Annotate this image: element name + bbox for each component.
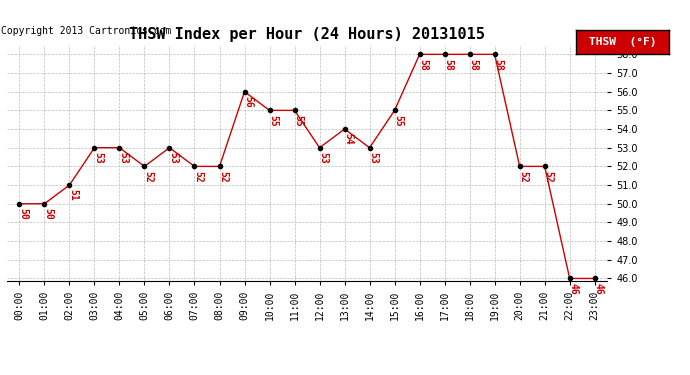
- Text: 46: 46: [594, 283, 604, 294]
- Text: Copyright 2013 Cartronics.com: Copyright 2013 Cartronics.com: [1, 26, 171, 36]
- Text: 53: 53: [368, 152, 379, 164]
- Text: 52: 52: [544, 171, 554, 182]
- Text: 52: 52: [219, 171, 228, 182]
- Text: 51: 51: [68, 189, 79, 201]
- Text: THSW  (°F): THSW (°F): [589, 37, 656, 47]
- Text: 55: 55: [268, 114, 279, 126]
- Text: 53: 53: [319, 152, 328, 164]
- Text: 58: 58: [469, 58, 479, 70]
- Text: 50: 50: [43, 208, 54, 220]
- Text: 56: 56: [244, 96, 254, 108]
- Text: 46: 46: [569, 283, 579, 294]
- Text: 52: 52: [194, 171, 204, 182]
- Text: 58: 58: [419, 58, 428, 70]
- Text: 53: 53: [168, 152, 179, 164]
- Text: 58: 58: [494, 58, 504, 70]
- Text: 53: 53: [119, 152, 128, 164]
- Text: 55: 55: [294, 114, 304, 126]
- Text: 50: 50: [19, 208, 28, 220]
- Title: THSW Index per Hour (24 Hours) 20131015: THSW Index per Hour (24 Hours) 20131015: [129, 27, 485, 42]
- Text: 55: 55: [394, 114, 404, 126]
- Text: 58: 58: [444, 58, 454, 70]
- Text: 52: 52: [519, 171, 529, 182]
- Text: 53: 53: [94, 152, 104, 164]
- Text: 52: 52: [144, 171, 154, 182]
- Text: 54: 54: [344, 133, 354, 145]
